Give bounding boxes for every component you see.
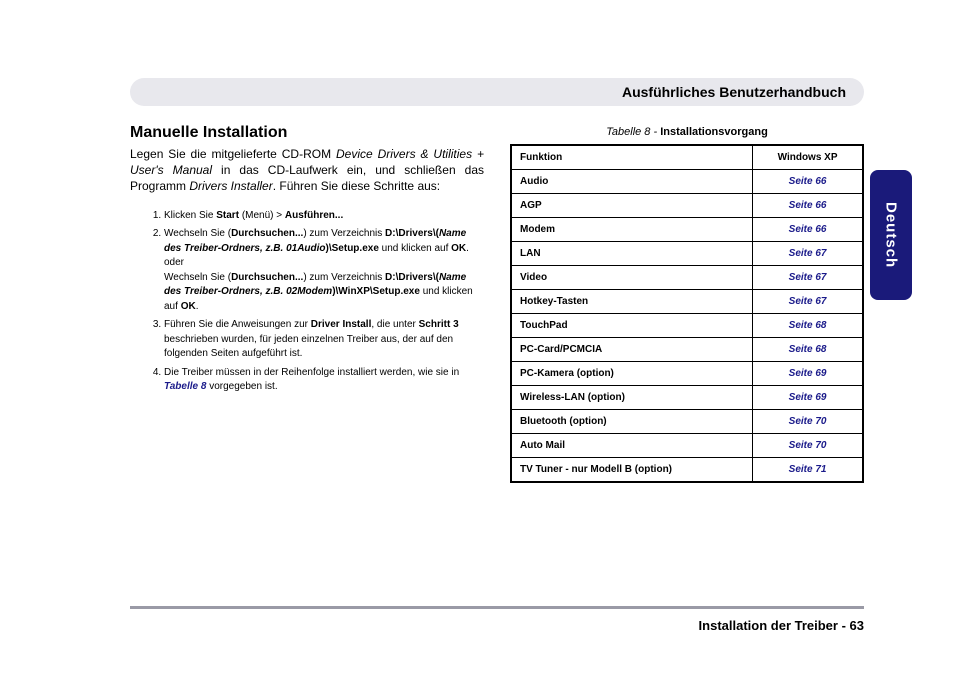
cell-page-link[interactable]: Seite 66 [753,218,863,242]
col-header-funktion: Funktion [511,145,753,170]
step-text: Wechseln Sie ( [164,228,231,239]
cell-page-link[interactable]: Seite 66 [753,170,863,194]
step-bold: Durchsuchen... [231,228,303,239]
step-bold: OK [181,301,196,312]
step-text: ) zum Verzeichnis [303,228,385,239]
caption-bold: Installationsvorgang [660,126,768,138]
step-text: vorgegeben ist. [206,381,277,392]
table-row: LANSeite 67 [511,242,863,266]
cell-page-link[interactable]: Seite 67 [753,266,863,290]
cell-page-link[interactable]: Seite 69 [753,362,863,386]
step-bold: Schritt 3 [419,319,459,330]
table-row: Wireless-LAN (option)Seite 69 [511,386,863,410]
right-column: Tabelle 8 - Installationsvorgang Funktio… [510,118,864,483]
table-row: Bluetooth (option)Seite 70 [511,410,863,434]
cell-funktion: TV Tuner - nur Modell B (option) [511,458,753,483]
step-item: Die Treiber müssen in der Reihenfolge in… [164,366,484,395]
table-row: PC-Kamera (option)Seite 69 [511,362,863,386]
left-column: Manuelle Installation Legen Sie die mitg… [130,118,484,483]
table-header-row: Funktion Windows XP [511,145,863,170]
intro-paragraph: Legen Sie die mitgelieferte CD-ROM Devic… [130,146,484,195]
step-bold: Start [216,210,239,221]
table-row: TouchPadSeite 68 [511,314,863,338]
table-row: ModemSeite 66 [511,218,863,242]
section-heading: Manuelle Installation [130,124,484,142]
intro-text: . Führen Sie diese Schritte aus: [273,179,440,193]
table-row: Hotkey-TastenSeite 67 [511,290,863,314]
cell-funktion: AGP [511,194,753,218]
step-text: Die Treiber müssen in der Reihenfolge in… [164,367,459,378]
cell-funktion: TouchPad [511,314,753,338]
table-reference-link[interactable]: Tabelle 8 [164,381,206,392]
cell-page-link[interactable]: Seite 69 [753,386,863,410]
cell-funktion: Modem [511,218,753,242]
cell-page-link[interactable]: Seite 68 [753,314,863,338]
cell-page-link[interactable]: Seite 67 [753,242,863,266]
cell-page-link[interactable]: Seite 66 [753,194,863,218]
cell-funktion: Bluetooth (option) [511,410,753,434]
table-row: Auto MailSeite 70 [511,434,863,458]
steps-list: Klicken Sie Start (Menü) > Ausführen... … [130,209,484,395]
step-text: . [466,243,469,254]
cell-funktion: Hotkey-Tasten [511,290,753,314]
table-caption: Tabelle 8 - Installationsvorgang [510,126,864,138]
cell-funktion: Wireless-LAN (option) [511,386,753,410]
cell-page-link[interactable]: Seite 67 [753,290,863,314]
step-bold: Ausführen... [285,210,343,221]
step-text: , die unter [371,319,418,330]
page-header-title: Ausführliches Benutzerhandbuch [622,84,846,100]
step-text: ) zum Verzeichnis [303,272,385,283]
step-text: oder [164,257,184,268]
footer-text: Installation der Treiber - 63 [699,618,864,633]
step-text: (Menü) > [239,210,285,221]
table-row: AudioSeite 66 [511,170,863,194]
step-item: Klicken Sie Start (Menü) > Ausführen... [164,209,484,224]
cell-funktion: LAN [511,242,753,266]
step-text: Klicken Sie [164,210,216,221]
page-header: Ausführliches Benutzerhandbuch [130,78,864,106]
step-item: Führen Sie die Anweisungen zur Driver In… [164,318,484,362]
step-item: Wechseln Sie (Durchsuchen...) zum Verzei… [164,227,484,314]
cell-page-link[interactable]: Seite 68 [753,338,863,362]
step-bold: Driver Install [311,319,372,330]
intro-text: Legen Sie die mitgelieferte CD-ROM [130,147,336,161]
language-tab: Deutsch [870,170,912,300]
table-row: AGPSeite 66 [511,194,863,218]
table-row: PC-Card/PCMCIASeite 68 [511,338,863,362]
caption-italic: Tabelle 8 - [606,126,660,138]
step-bold: D:\Drivers\( [385,228,439,239]
step-text: Führen Sie die Anweisungen zur [164,319,311,330]
step-bold: )\Setup.exe [326,243,379,254]
language-tab-label: Deutsch [883,202,900,268]
step-bold: D:\Drivers\( [385,272,439,283]
table-row: VideoSeite 67 [511,266,863,290]
intro-italic: Drivers Installer [189,179,272,193]
step-bold: )\WinXP\Setup.exe [332,286,420,297]
cell-funktion: Audio [511,170,753,194]
step-text: und klicken auf [379,243,451,254]
step-text: beschrieben wurden, für jeden einzelnen … [164,334,453,360]
col-header-windows: Windows XP [753,145,863,170]
cell-funktion: Auto Mail [511,434,753,458]
cell-funktion: PC-Card/PCMCIA [511,338,753,362]
cell-page-link[interactable]: Seite 71 [753,458,863,483]
cell-funktion: PC-Kamera (option) [511,362,753,386]
step-text: Wechseln Sie ( [164,272,231,283]
step-bold: OK [451,243,466,254]
install-table: Funktion Windows XP AudioSeite 66AGPSeit… [510,144,864,483]
cell-funktion: Video [511,266,753,290]
cell-page-link[interactable]: Seite 70 [753,410,863,434]
step-text: . [196,301,199,312]
footer-rule [130,606,864,609]
cell-page-link[interactable]: Seite 70 [753,434,863,458]
table-row: TV Tuner - nur Modell B (option)Seite 71 [511,458,863,483]
step-bold: Durchsuchen... [231,272,303,283]
